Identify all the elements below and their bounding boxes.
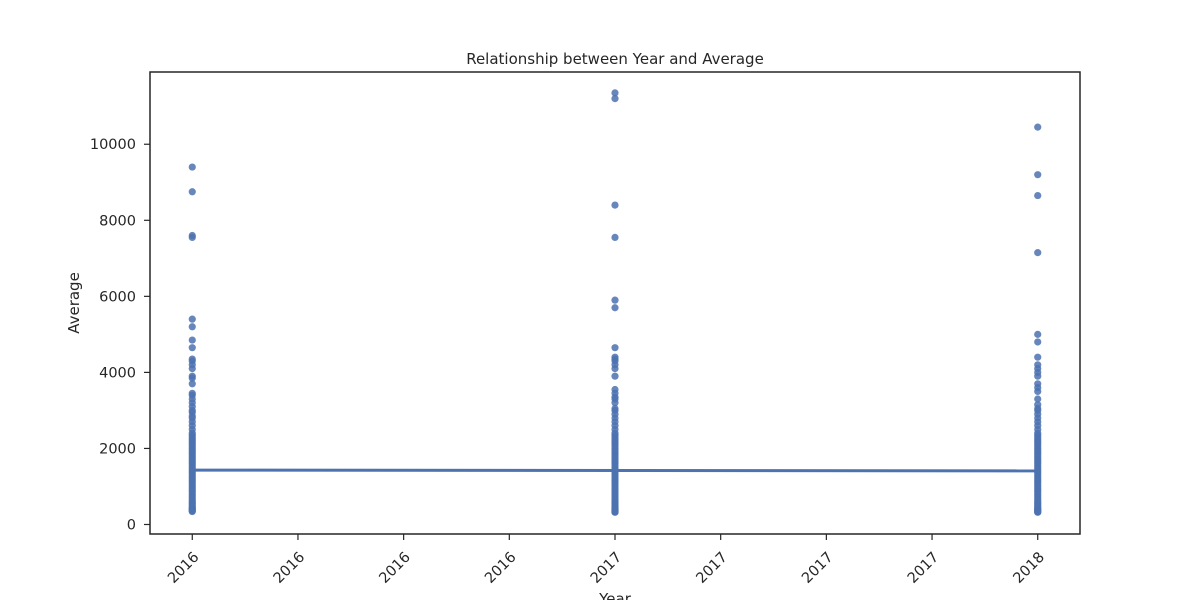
data-point (611, 201, 619, 209)
data-point (188, 336, 196, 344)
x-tick-label: 2017 (799, 549, 836, 586)
y-tick-label: 6000 (99, 289, 136, 305)
data-point (611, 95, 619, 103)
data-point (1034, 338, 1042, 346)
data-point (611, 508, 619, 516)
data-point (188, 315, 196, 323)
data-point (611, 364, 619, 373)
data-point (1034, 372, 1042, 380)
y-tick-label: 10000 (90, 137, 136, 153)
y-tick-label: 4000 (99, 365, 136, 381)
data-point (1034, 249, 1042, 257)
data-point (1034, 171, 1042, 179)
y-tick-label: 0 (127, 517, 136, 533)
x-axis-label: Year (598, 590, 632, 600)
data-point (188, 364, 196, 373)
data-point (611, 89, 619, 97)
y-axis-ticks: 0 2000 4000 6000 8000 10000 (90, 137, 150, 533)
y-tick-label: 8000 (99, 213, 136, 229)
x-tick-label: 2016 (376, 549, 413, 586)
chart-title: Relationship between Year and Average (466, 50, 764, 68)
x-tick-label: 2016 (165, 549, 202, 586)
data-point (188, 163, 196, 171)
data-point (611, 233, 619, 242)
x-axis-ticks: 2016 2016 2016 2016 2017 2017 2017 2017 2018 (165, 534, 1048, 587)
x-tick-label: 2017 (905, 549, 942, 586)
data-point (611, 344, 619, 352)
x-tick-label: 2018 (1011, 549, 1048, 586)
data-point (1034, 191, 1042, 200)
x-tick-label: 2016 (271, 549, 308, 586)
x-tick-label: 2017 (588, 549, 625, 586)
y-tick-label: 2000 (99, 441, 136, 457)
x-tick-label: 2017 (694, 549, 731, 586)
data-point (188, 323, 196, 331)
data-point (1034, 330, 1042, 338)
data-point (188, 344, 196, 352)
regression-line (192, 468, 1038, 473)
data-point (1034, 387, 1042, 396)
data-point (611, 399, 619, 407)
data-point (1034, 395, 1042, 403)
data-point (611, 296, 619, 304)
data-point (188, 188, 196, 196)
data-point (188, 380, 196, 388)
data-point (188, 374, 196, 382)
data-points (188, 89, 1042, 516)
data-point (1034, 508, 1042, 516)
x-tick-label: 2016 (482, 549, 519, 586)
y-axis-label: Average (65, 272, 83, 334)
data-point (611, 304, 619, 312)
data-point (188, 507, 196, 516)
regression-line-group (192, 468, 1038, 473)
data-point (1034, 353, 1042, 361)
data-point (188, 233, 196, 242)
data-point (611, 372, 619, 380)
data-point (1034, 123, 1042, 131)
